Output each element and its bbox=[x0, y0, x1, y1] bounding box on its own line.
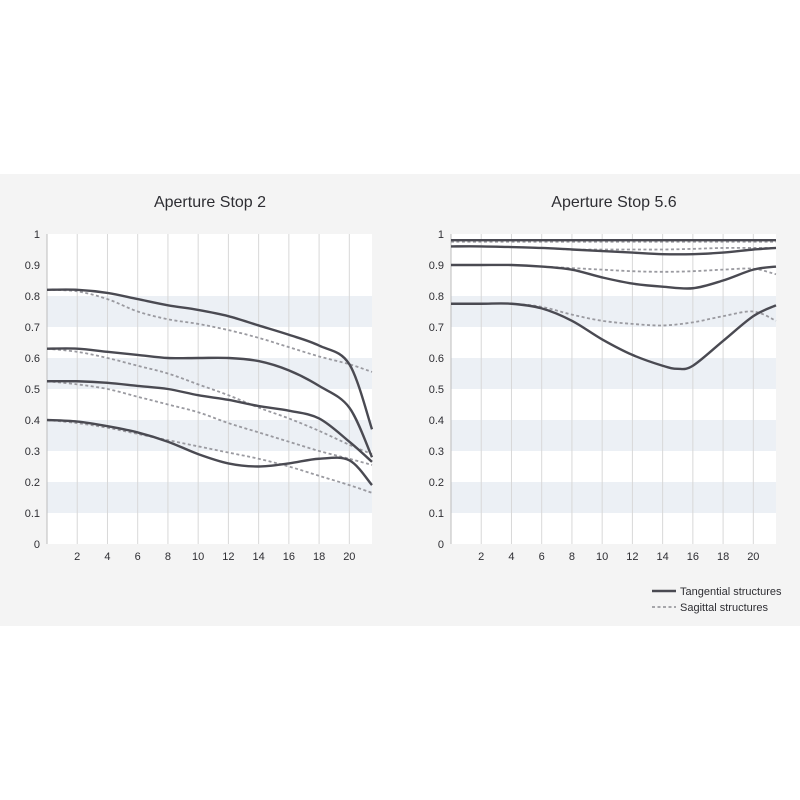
y-tick-label: 0.8 bbox=[25, 291, 40, 303]
plot-band bbox=[451, 420, 776, 451]
x-tick-label: 10 bbox=[192, 551, 204, 563]
x-tick-label: 20 bbox=[343, 551, 355, 563]
series-line-tangential bbox=[451, 302, 777, 371]
y-tick-label: 0.7 bbox=[429, 322, 444, 334]
x-tick-label: 8 bbox=[165, 551, 171, 563]
x-tick-label: 18 bbox=[313, 551, 325, 563]
x-tick-label: 14 bbox=[253, 551, 265, 563]
x-tick-label: 8 bbox=[569, 551, 575, 563]
plot-band bbox=[47, 358, 372, 389]
x-tick-label: 18 bbox=[717, 551, 729, 563]
x-tick-label: 10 bbox=[596, 551, 608, 563]
x-tick-label: 2 bbox=[478, 551, 484, 563]
plot-band bbox=[451, 482, 776, 513]
series-line-sagittal bbox=[46, 419, 373, 494]
y-tick-label: 0.3 bbox=[25, 446, 40, 458]
y-tick-label: 0.3 bbox=[429, 446, 444, 458]
y-tick-label: 0.1 bbox=[25, 508, 40, 520]
y-tick-label: 0.4 bbox=[429, 415, 444, 427]
y-tick-label: 1 bbox=[438, 229, 444, 241]
series-line-tangential bbox=[46, 379, 373, 463]
x-tick-label: 20 bbox=[747, 551, 759, 563]
series-line-tangential bbox=[46, 418, 373, 486]
x-tick-label: 2 bbox=[74, 551, 80, 563]
series-line-tangential bbox=[46, 288, 374, 430]
y-tick-label: 0.6 bbox=[25, 353, 40, 365]
y-tick-label: 0.9 bbox=[429, 260, 444, 272]
y-tick-label: 1 bbox=[34, 229, 40, 241]
series-line-tangential bbox=[450, 263, 777, 290]
y-tick-label: 0.6 bbox=[429, 353, 444, 365]
x-tick-label: 16 bbox=[687, 551, 699, 563]
plot-band bbox=[47, 482, 372, 513]
x-tick-label: 6 bbox=[135, 551, 141, 563]
legend: Tangential structures Sagittal structure… bbox=[652, 586, 782, 614]
y-tick-label: 0.8 bbox=[429, 291, 444, 303]
chart-title: Aperture Stop 5.6 bbox=[551, 194, 677, 211]
y-tick-label: 0.2 bbox=[429, 477, 444, 489]
chart-title: Aperture Stop 2 bbox=[154, 194, 266, 211]
legend-label-tangential: Tangential structures bbox=[680, 586, 782, 598]
y-tick-label: 0.1 bbox=[429, 508, 444, 520]
x-tick-label: 12 bbox=[626, 551, 638, 563]
y-tick-label: 0.5 bbox=[429, 384, 444, 396]
y-tick-label: 0.2 bbox=[25, 477, 40, 489]
series-line-tangential bbox=[450, 245, 777, 256]
x-tick-label: 14 bbox=[657, 551, 669, 563]
x-tick-label: 6 bbox=[539, 551, 545, 563]
plot-band bbox=[451, 358, 776, 389]
x-tick-label: 4 bbox=[104, 551, 110, 563]
chart-aperture-stop-2: Aperture Stop 2 0 0.1 0.2 0.3 0.4 0.5 0.6 0.7 0.… bbox=[25, 194, 374, 563]
plot-band bbox=[451, 296, 776, 327]
x-tick-label: 4 bbox=[508, 551, 514, 563]
y-tick-label: 0 bbox=[34, 539, 40, 551]
y-tick-label: 0.9 bbox=[25, 260, 40, 272]
x-tick-label: 16 bbox=[283, 551, 295, 563]
y-tick-label: 0.4 bbox=[25, 415, 40, 427]
legend-label-sagittal: Sagittal structures bbox=[680, 602, 769, 614]
y-tick-label: 0.5 bbox=[25, 384, 40, 396]
series-line-sagittal bbox=[46, 347, 373, 455]
series-line-sagittal bbox=[46, 380, 373, 466]
series-line-sagittal bbox=[46, 288, 373, 373]
chart-aperture-stop-5-6: Aperture Stop 5.6 0 0.1 0.2 0.3 0.4 0.5 0.6 0.7… bbox=[429, 194, 777, 563]
y-tick-label: 0.7 bbox=[25, 322, 40, 334]
y-tick-label: 0 bbox=[438, 539, 444, 551]
series-line-tangential bbox=[46, 347, 374, 458]
x-tick-label: 12 bbox=[222, 551, 234, 563]
